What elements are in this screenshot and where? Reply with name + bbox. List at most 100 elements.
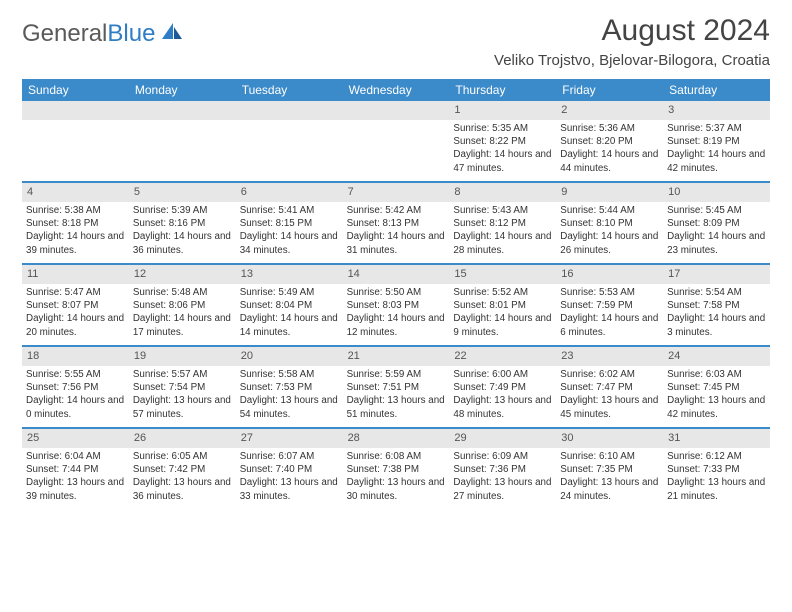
weekday-header: Wednesday xyxy=(343,79,450,101)
sunrise-line: Sunrise: 6:10 AM xyxy=(560,450,659,463)
sunset-line: Sunset: 8:06 PM xyxy=(133,299,232,312)
daylight-line: Daylight: 13 hours and 36 minutes. xyxy=(133,476,232,502)
calendar-day: 2Sunrise: 5:36 AMSunset: 8:20 PMDaylight… xyxy=(556,101,663,181)
sunset-line: Sunset: 7:42 PM xyxy=(133,463,232,476)
day-number: 2 xyxy=(556,101,663,120)
day-number: 1 xyxy=(449,101,556,120)
calendar-day: 4Sunrise: 5:38 AMSunset: 8:18 PMDaylight… xyxy=(22,183,129,263)
day-number: 27 xyxy=(236,429,343,448)
day-body: Sunrise: 5:50 AMSunset: 8:03 PMDaylight:… xyxy=(343,284,450,343)
calendar-day: 24Sunrise: 6:03 AMSunset: 7:45 PMDayligh… xyxy=(663,347,770,427)
sunset-line: Sunset: 8:01 PM xyxy=(453,299,552,312)
sunset-line: Sunset: 8:12 PM xyxy=(453,217,552,230)
day-body: Sunrise: 6:05 AMSunset: 7:42 PMDaylight:… xyxy=(129,448,236,507)
sunset-line: Sunset: 7:33 PM xyxy=(667,463,766,476)
sunset-line: Sunset: 7:40 PM xyxy=(240,463,339,476)
calendar-day: 28Sunrise: 6:08 AMSunset: 7:38 PMDayligh… xyxy=(343,429,450,509)
day-body: Sunrise: 5:36 AMSunset: 8:20 PMDaylight:… xyxy=(556,120,663,179)
sunrise-line: Sunrise: 5:55 AM xyxy=(26,368,125,381)
day-number: 5 xyxy=(129,183,236,202)
day-body: Sunrise: 6:00 AMSunset: 7:49 PMDaylight:… xyxy=(449,366,556,425)
calendar-week: 1Sunrise: 5:35 AMSunset: 8:22 PMDaylight… xyxy=(22,101,770,183)
weekday-header: Monday xyxy=(129,79,236,101)
daylight-line: Daylight: 13 hours and 57 minutes. xyxy=(133,394,232,420)
sunrise-line: Sunrise: 6:03 AM xyxy=(667,368,766,381)
day-body: Sunrise: 5:43 AMSunset: 8:12 PMDaylight:… xyxy=(449,202,556,261)
day-number: 3 xyxy=(663,101,770,120)
daylight-line: Daylight: 13 hours and 39 minutes. xyxy=(26,476,125,502)
location-subtitle: Veliko Trojstvo, Bjelovar-Bilogora, Croa… xyxy=(494,52,770,69)
day-body: Sunrise: 5:42 AMSunset: 8:13 PMDaylight:… xyxy=(343,202,450,261)
day-number: 30 xyxy=(556,429,663,448)
day-body: Sunrise: 5:55 AMSunset: 7:56 PMDaylight:… xyxy=(22,366,129,425)
sunset-line: Sunset: 8:03 PM xyxy=(347,299,446,312)
day-number: 15 xyxy=(449,265,556,284)
calendar-day: 16Sunrise: 5:53 AMSunset: 7:59 PMDayligh… xyxy=(556,265,663,345)
sunset-line: Sunset: 7:47 PM xyxy=(560,381,659,394)
page-header: GeneralBlue August 2024 Veliko Trojstvo,… xyxy=(0,0,792,73)
day-body: Sunrise: 5:35 AMSunset: 8:22 PMDaylight:… xyxy=(449,120,556,179)
sunrise-line: Sunrise: 5:36 AM xyxy=(560,122,659,135)
calendar-day: 30 Sunrise: 6:10 AMSunset: 7:35 PMDayligh… xyxy=(556,429,663,509)
sunrise-line: Sunrise: 5:43 AM xyxy=(453,204,552,217)
day-number: 16 xyxy=(556,265,663,284)
daylight-line: Daylight: 13 hours and 45 minutes. xyxy=(560,394,659,420)
day-number: 26 xyxy=(129,429,236,448)
day-number: 18 xyxy=(22,347,129,366)
sunset-line: Sunset: 8:19 PM xyxy=(667,135,766,148)
calendar-day: 19Sunrise: 5:57 AMSunset: 7:54 PMDayligh… xyxy=(129,347,236,427)
calendar-week: 18Sunrise: 5:55 AMSunset: 7:56 PMDayligh… xyxy=(22,347,770,429)
daylight-line: Daylight: 14 hours and 44 minutes. xyxy=(560,148,659,174)
sunset-line: Sunset: 8:20 PM xyxy=(560,135,659,148)
calendar-week: 4Sunrise: 5:38 AMSunset: 8:18 PMDaylight… xyxy=(22,183,770,265)
day-number: 8 xyxy=(449,183,556,202)
day-number: 28 xyxy=(343,429,450,448)
daylight-line: Daylight: 13 hours and 42 minutes. xyxy=(667,394,766,420)
calendar-day: 11Sunrise: 5:47 AMSunset: 8:07 PMDayligh… xyxy=(22,265,129,345)
day-number: 23 xyxy=(556,347,663,366)
day-body: Sunrise: 5:44 AMSunset: 8:10 PMDaylight:… xyxy=(556,202,663,261)
sunset-line: Sunset: 7:49 PM xyxy=(453,381,552,394)
sunset-line: Sunset: 7:53 PM xyxy=(240,381,339,394)
sunset-line: Sunset: 8:10 PM xyxy=(560,217,659,230)
sunset-line: Sunset: 7:45 PM xyxy=(667,381,766,394)
calendar-day: 21Sunrise: 5:59 AMSunset: 7:51 PMDayligh… xyxy=(343,347,450,427)
weeks-container: 1Sunrise: 5:35 AMSunset: 8:22 PMDaylight… xyxy=(22,101,770,509)
daylight-line: Daylight: 13 hours and 24 minutes. xyxy=(560,476,659,502)
month-title: August 2024 xyxy=(494,14,770,48)
day-body: Sunrise: 6:12 AMSunset: 7:33 PMDaylight:… xyxy=(663,448,770,507)
calendar-day: 7Sunrise: 5:42 AMSunset: 8:13 PMDaylight… xyxy=(343,183,450,263)
daylight-line: Daylight: 14 hours and 0 minutes. xyxy=(26,394,125,420)
sunrise-line: Sunrise: 5:53 AM xyxy=(560,286,659,299)
calendar-day: 17Sunrise: 5:54 AMSunset: 7:58 PMDayligh… xyxy=(663,265,770,345)
day-body: Sunrise: 6:08 AMSunset: 7:38 PMDaylight:… xyxy=(343,448,450,507)
day-body: Sunrise: 5:37 AMSunset: 8:19 PMDaylight:… xyxy=(663,120,770,179)
calendar-day: 15Sunrise: 5:52 AMSunset: 8:01 PMDayligh… xyxy=(449,265,556,345)
day-body: Sunrise: 5:48 AMSunset: 8:06 PMDaylight:… xyxy=(129,284,236,343)
daylight-line: Daylight: 14 hours and 34 minutes. xyxy=(240,230,339,256)
sunrise-line: Sunrise: 5:47 AM xyxy=(26,286,125,299)
day-number: 13 xyxy=(236,265,343,284)
daylight-line: Daylight: 14 hours and 23 minutes. xyxy=(667,230,766,256)
sunrise-line: Sunrise: 5:50 AM xyxy=(347,286,446,299)
calendar-week: 25Sunrise: 6:04 AMSunset: 7:44 PMDayligh… xyxy=(22,429,770,509)
daylight-line: Daylight: 13 hours and 27 minutes. xyxy=(453,476,552,502)
sunset-line: Sunset: 8:07 PM xyxy=(26,299,125,312)
day-number: 14 xyxy=(343,265,450,284)
calendar-day: 1Sunrise: 5:35 AMSunset: 8:22 PMDaylight… xyxy=(449,101,556,181)
day-body: Sunrise: 5:45 AMSunset: 8:09 PMDaylight:… xyxy=(663,202,770,261)
sunrise-line: Sunrise: 5:49 AM xyxy=(240,286,339,299)
day-body: Sunrise: 5:59 AMSunset: 7:51 PMDaylight:… xyxy=(343,366,450,425)
sunset-line: Sunset: 7:44 PM xyxy=(26,463,125,476)
weekday-header-row: SundayMondayTuesdayWednesdayThursdayFrid… xyxy=(22,79,770,101)
calendar-day: 10Sunrise: 5:45 AMSunset: 8:09 PMDayligh… xyxy=(663,183,770,263)
sunset-line: Sunset: 7:35 PM xyxy=(560,463,659,476)
sunset-line: Sunset: 8:22 PM xyxy=(453,135,552,148)
day-number: 12 xyxy=(129,265,236,284)
sunrise-line: Sunrise: 6:04 AM xyxy=(26,450,125,463)
daylight-line: Daylight: 14 hours and 3 minutes. xyxy=(667,312,766,338)
sunrise-line: Sunrise: 5:35 AM xyxy=(453,122,552,135)
day-number: 29 xyxy=(449,429,556,448)
sunrise-line: Sunrise: 5:44 AM xyxy=(560,204,659,217)
daylight-line: Daylight: 13 hours and 33 minutes. xyxy=(240,476,339,502)
